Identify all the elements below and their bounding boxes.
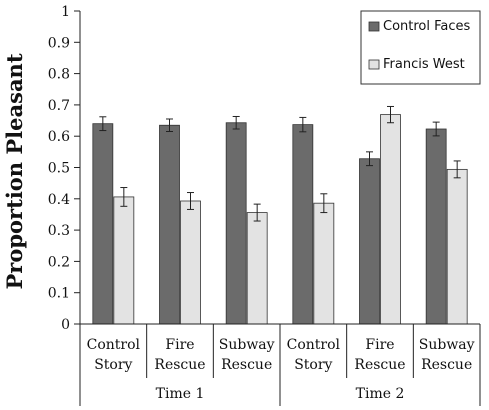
y-tick-label: 0.9 — [48, 35, 70, 51]
x-category-label: Rescue — [154, 357, 205, 373]
legend-label: Francis West — [383, 57, 465, 72]
error-bar — [432, 121, 440, 137]
y-tick-label: 0.7 — [48, 98, 70, 114]
bar-control-faces — [225, 122, 247, 325]
bar-francis-west — [313, 202, 335, 325]
error-bar — [320, 193, 328, 214]
error-bar — [253, 203, 261, 222]
y-axis-label: Proportion Pleasant — [2, 53, 27, 289]
legend-swatch — [368, 59, 380, 70]
x-category-label: Subway — [419, 337, 475, 353]
y-tick-label: 0 — [61, 317, 70, 333]
y-tick-label: 0.1 — [48, 286, 70, 302]
bar-control-faces — [92, 123, 114, 325]
error-bar — [166, 118, 173, 133]
legend-label: Control Faces — [383, 19, 471, 34]
y-tick-label: 1 — [61, 4, 70, 20]
error-bar — [299, 116, 307, 133]
bar-control-faces — [425, 128, 447, 325]
y-axis: 0 0.1 0.2 0.3 0.4 0.5 0.6 0.7 0.8 0.9 1 — [48, 4, 81, 333]
y-tick-label: 0.3 — [48, 223, 70, 239]
x-group-label: Time 2 — [356, 386, 405, 402]
y-tick-label: 0.4 — [48, 192, 70, 208]
bar-francis-west — [246, 212, 268, 325]
y-tick-label: 0.6 — [48, 129, 70, 145]
x-category-label: Subway — [219, 337, 275, 353]
bar-francis-west — [113, 196, 135, 325]
legend-swatch — [368, 21, 380, 32]
error-bar — [99, 116, 107, 132]
y-tick-label: 0.8 — [48, 67, 70, 83]
x-category-label: Story — [294, 357, 332, 373]
bar-francis-west — [180, 200, 201, 325]
bars — [92, 105, 468, 325]
x-category-label: Story — [94, 357, 132, 373]
x-category-label: Rescue — [421, 357, 472, 373]
bar-francis-west — [380, 114, 401, 325]
error-bar — [366, 151, 373, 167]
error-bar — [232, 115, 240, 130]
x-category-label: Rescue — [354, 357, 405, 373]
error-bar — [453, 160, 461, 179]
y-tick-label: 0.5 — [48, 161, 70, 177]
bar-control-faces — [359, 158, 380, 325]
x-category-label: Fire — [365, 337, 394, 353]
bar-control-faces — [159, 124, 180, 325]
legend: Control Faces Francis West — [360, 10, 481, 85]
bar-francis-west — [446, 168, 468, 325]
error-bar — [120, 187, 128, 207]
x-category-label: Control — [287, 337, 341, 353]
x-axis: Control Story Fire Rescue Subway Rescue Contro… — [79, 323, 481, 406]
y-tick-label: 0.2 — [48, 254, 70, 270]
y-axis-label-group: Proportion Pleasant — [2, 53, 27, 289]
x-group-label: Time 1 — [156, 386, 205, 402]
x-category-label: Rescue — [221, 357, 272, 373]
error-bar — [387, 105, 394, 124]
legend-box — [360, 10, 481, 85]
x-category-label: Fire — [165, 337, 194, 353]
error-bar — [187, 192, 194, 210]
x-category-label: Control — [87, 337, 141, 353]
bar-control-faces — [292, 124, 314, 325]
